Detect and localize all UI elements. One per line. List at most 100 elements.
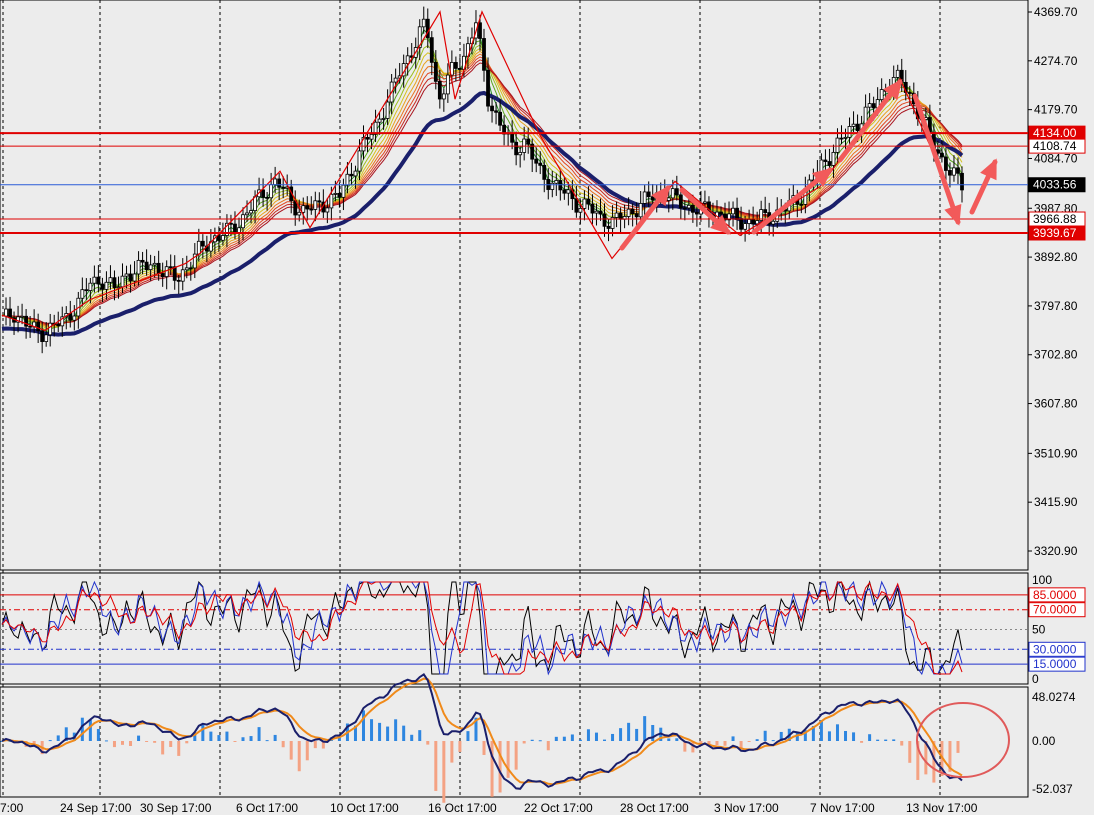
candle-body bbox=[233, 223, 237, 234]
candle-body bbox=[24, 315, 29, 327]
candle-body bbox=[952, 167, 956, 176]
candle-body bbox=[184, 267, 189, 271]
candle-body bbox=[124, 273, 129, 277]
macd-hist-bar bbox=[627, 722, 631, 741]
macd-hist-bar bbox=[104, 740, 108, 742]
macd-hist-bar bbox=[635, 728, 639, 741]
candle-body bbox=[96, 276, 101, 285]
macd-hist-bar bbox=[442, 741, 446, 803]
macd-hist-bar bbox=[88, 719, 92, 741]
candle-body bbox=[249, 210, 253, 214]
macd-hist-bar bbox=[458, 741, 462, 752]
y-tick-label: 4369.70 bbox=[1034, 5, 1078, 19]
candle-body bbox=[554, 180, 559, 184]
candle-body bbox=[614, 212, 619, 218]
candle-body bbox=[594, 210, 599, 214]
candle-body bbox=[895, 69, 900, 78]
macd-tick-label: 0.00 bbox=[1032, 734, 1056, 748]
macd-hist-bar bbox=[482, 741, 486, 755]
candle-body bbox=[48, 322, 53, 336]
candle-body bbox=[417, 26, 422, 48]
macd-hist-bar bbox=[129, 741, 133, 746]
macd-hist-bar bbox=[811, 725, 815, 741]
level-badge bbox=[1028, 225, 1086, 241]
rsi-level-badge bbox=[1028, 656, 1086, 672]
candle-body bbox=[136, 259, 141, 275]
candle-body bbox=[429, 37, 434, 63]
macd-hist-bar bbox=[233, 741, 237, 742]
candle-body bbox=[494, 110, 498, 113]
candle-body bbox=[92, 276, 97, 284]
rsi-line bbox=[1, 581, 963, 675]
candle-body bbox=[192, 253, 197, 269]
candle-body bbox=[112, 277, 117, 289]
candle-body bbox=[534, 158, 539, 164]
candle-body bbox=[337, 192, 342, 198]
macd-hist-bar bbox=[265, 740, 269, 742]
macd-hist-bar bbox=[313, 741, 317, 749]
macd-hist-bar bbox=[900, 741, 904, 746]
candle-body bbox=[771, 220, 776, 225]
candle-body bbox=[739, 218, 743, 230]
candle-body bbox=[273, 178, 278, 186]
y-tick-label: 3797.80 bbox=[1034, 299, 1078, 313]
y-tick-label: 4179.70 bbox=[1034, 103, 1078, 117]
candle-body bbox=[960, 172, 964, 191]
x-tick-label: 30 Sep 17:00 bbox=[140, 801, 212, 815]
candle-body bbox=[482, 38, 486, 71]
rsi-line bbox=[1, 580, 963, 676]
candle-body bbox=[108, 277, 113, 283]
candle-body bbox=[646, 191, 651, 198]
candle-body bbox=[626, 208, 631, 217]
x-tick-label: 3 Nov 17:00 bbox=[714, 801, 779, 815]
y-tick-label: 4084.70 bbox=[1034, 151, 1078, 165]
macd-hist-bar bbox=[426, 741, 430, 745]
candle-body bbox=[827, 161, 832, 166]
candle-body bbox=[799, 203, 804, 206]
macd-hist-bar bbox=[892, 739, 896, 741]
candle-body bbox=[120, 275, 125, 288]
candle-body bbox=[731, 207, 735, 215]
macd-hist-bar bbox=[603, 739, 607, 741]
macd-hist-bar bbox=[675, 738, 679, 741]
candle-body bbox=[313, 200, 318, 210]
macd-hist-bar bbox=[193, 732, 197, 741]
macd-hist-bar bbox=[410, 734, 414, 741]
macd-hist-bar bbox=[321, 741, 325, 749]
y-tick-label: 3510.90 bbox=[1034, 446, 1078, 460]
candle-body bbox=[253, 196, 257, 212]
candle-body bbox=[20, 315, 24, 318]
macd-hist-bar bbox=[225, 731, 229, 741]
macd-hist-bar bbox=[827, 731, 831, 741]
macd-hist-bar bbox=[948, 741, 952, 772]
candle-body bbox=[618, 212, 623, 220]
x-tick-label: 13 Nov 17:00 bbox=[906, 801, 978, 815]
macd-hist-bar bbox=[378, 722, 382, 741]
candle-body bbox=[8, 308, 12, 319]
candle-body bbox=[530, 143, 535, 160]
macd-hist-bar bbox=[908, 741, 912, 763]
macd-hist-bar bbox=[651, 725, 655, 741]
macd-hist-bar bbox=[297, 741, 301, 772]
macd-hist-bar bbox=[153, 741, 157, 743]
level-badge bbox=[1028, 138, 1086, 154]
macd-hist-bar bbox=[273, 734, 277, 741]
candle-body bbox=[88, 282, 93, 291]
macd-hist-bar bbox=[112, 741, 116, 748]
candle-body bbox=[349, 173, 354, 177]
y-tick-label: 3702.80 bbox=[1034, 348, 1078, 362]
candle-body bbox=[196, 240, 201, 255]
candle-body bbox=[329, 193, 334, 209]
macd-hist-bar bbox=[402, 725, 406, 741]
candle-body bbox=[526, 138, 531, 145]
candle-body bbox=[510, 132, 515, 143]
rsi-level-badge bbox=[1028, 587, 1086, 603]
y-tick-label: 4274.70 bbox=[1034, 54, 1078, 68]
macd-hist-bar bbox=[145, 741, 149, 742]
candle-body bbox=[578, 207, 583, 213]
x-tick-label: 7:00 bbox=[0, 801, 24, 815]
macd-hist-bar bbox=[844, 731, 848, 741]
macd-hist-bar bbox=[474, 717, 478, 741]
candle-body bbox=[36, 321, 41, 332]
candle-body bbox=[666, 197, 671, 201]
